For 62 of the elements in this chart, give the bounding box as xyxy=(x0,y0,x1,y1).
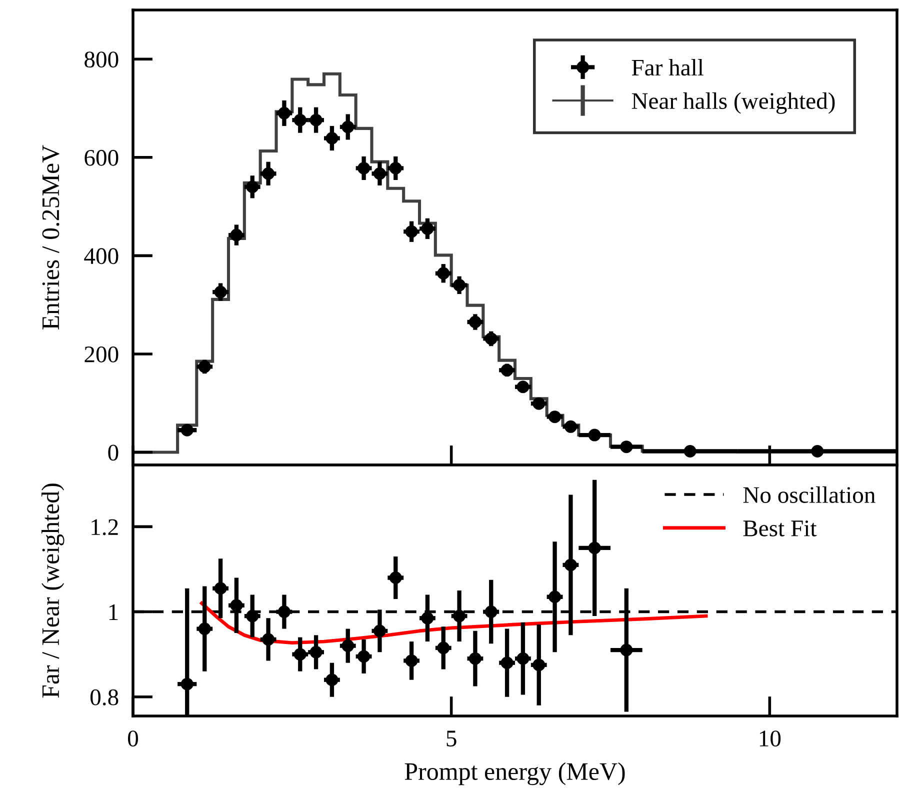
point xyxy=(198,622,211,636)
point xyxy=(588,542,601,554)
y-tick-label: 1 xyxy=(109,604,118,620)
point xyxy=(262,167,275,180)
point xyxy=(278,606,290,618)
point xyxy=(180,678,194,690)
point xyxy=(811,444,824,458)
point xyxy=(198,360,211,373)
point xyxy=(262,633,275,646)
x-tick-label: 0 xyxy=(128,730,138,747)
point xyxy=(532,658,546,672)
point xyxy=(405,654,418,667)
point xyxy=(484,332,498,345)
legend-label: Far hall xyxy=(632,59,704,76)
y-axis-title: Far / Near (weighted) xyxy=(42,484,64,698)
point xyxy=(358,650,370,663)
point xyxy=(437,267,450,280)
point xyxy=(214,582,227,595)
point xyxy=(180,424,194,436)
y-tick-label: 400 xyxy=(84,248,118,264)
point xyxy=(326,674,338,686)
point xyxy=(468,316,482,328)
point xyxy=(564,558,577,572)
point xyxy=(421,612,434,624)
legend-label: No oscillation xyxy=(743,486,876,504)
legend-label: Near halls (weighted) xyxy=(632,92,835,114)
point xyxy=(484,606,498,618)
point xyxy=(453,278,466,292)
y-tick-label: 0.8 xyxy=(90,689,118,706)
point xyxy=(532,397,546,410)
point xyxy=(684,444,696,458)
x-tick-label: 10 xyxy=(760,730,781,747)
y-tick-label: 800 xyxy=(84,52,118,68)
point xyxy=(278,106,290,120)
point xyxy=(389,571,402,584)
point xyxy=(246,180,259,194)
y-tick-label: 600 xyxy=(84,150,118,166)
point xyxy=(564,420,577,433)
y-tick-label: 0 xyxy=(108,444,118,461)
y-axis-title: Entries / 0.25MeV xyxy=(42,145,60,330)
point xyxy=(468,652,482,665)
point xyxy=(620,644,633,656)
x-axis-title: Prompt energy (MeV) xyxy=(404,762,625,786)
point xyxy=(230,599,243,612)
point xyxy=(246,610,259,622)
point xyxy=(342,640,354,652)
point xyxy=(548,590,562,604)
point xyxy=(230,228,243,242)
point xyxy=(214,286,227,298)
point xyxy=(342,120,354,134)
point xyxy=(500,364,514,376)
point xyxy=(588,428,601,442)
point xyxy=(437,642,450,654)
y-tick-label: 1.2 xyxy=(92,519,118,536)
point xyxy=(453,610,466,622)
point xyxy=(548,410,562,424)
point xyxy=(326,132,338,144)
point xyxy=(620,440,633,454)
legend-label: Best Fit xyxy=(743,520,817,536)
point xyxy=(373,624,386,638)
y-tick-label: 200 xyxy=(84,346,118,362)
x-tick-label: 5 xyxy=(446,730,456,747)
